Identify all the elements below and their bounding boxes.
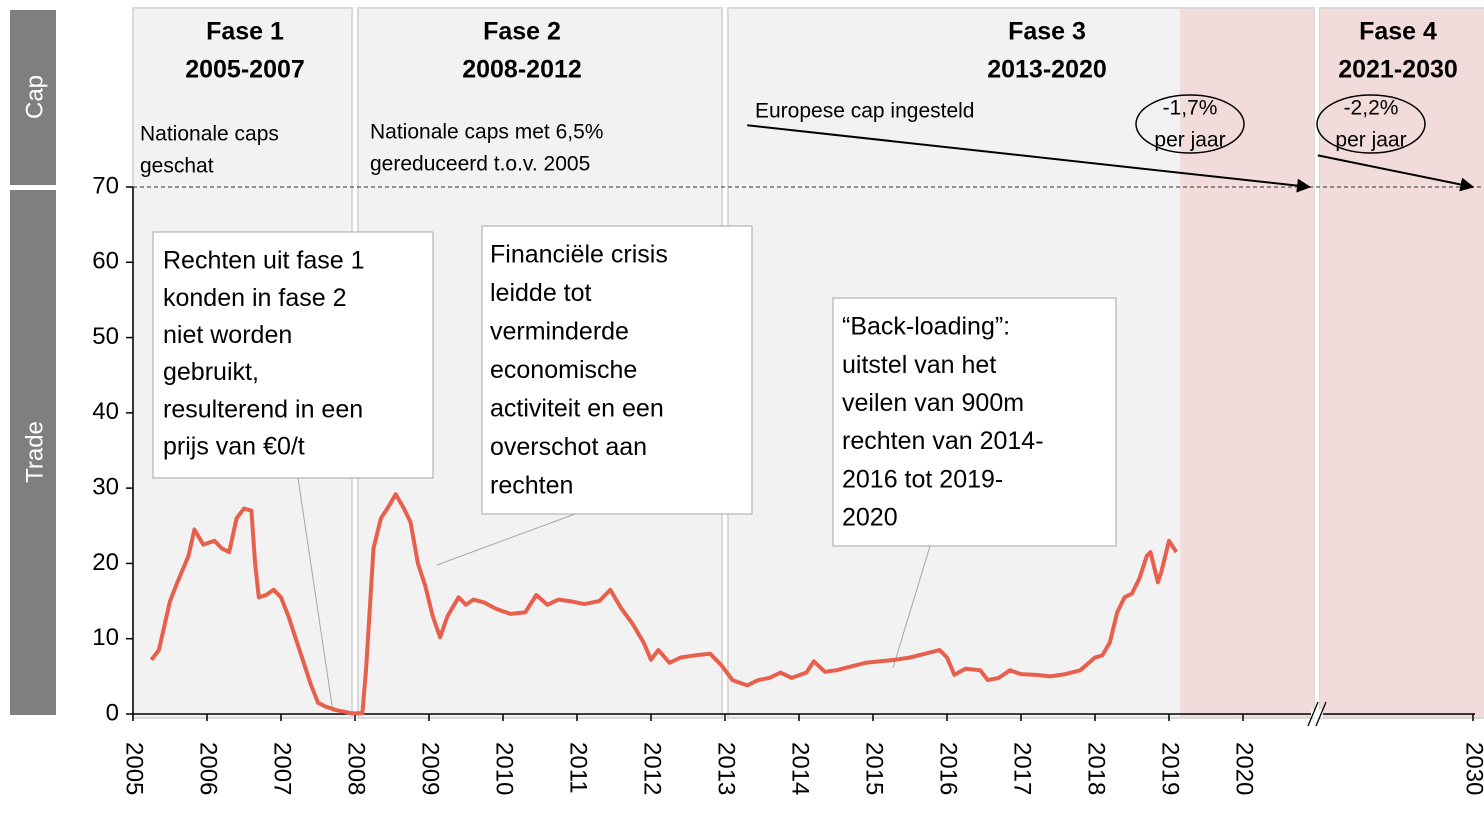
phase-period: 2005-2007 [185,56,305,84]
forecast-shade [1180,9,1314,717]
phase-period: 2013-2020 [987,56,1107,84]
annotation-text: gebruikt, [163,358,259,386]
annotation-text: verminderde [490,318,629,346]
phase-title: Fase 2 [483,18,561,46]
rate-label: -1,7% [1163,97,1218,120]
leader-line [297,477,334,713]
x-tick-label: 2018 [1083,742,1110,795]
annotation-text: uitstel van het [842,351,996,379]
axis-break [1315,701,1327,727]
y-tick-label: 50 [92,323,119,350]
y-tick-label: 60 [92,248,119,275]
x-tick-label: 2008 [343,742,370,795]
annotation-text: economische [490,356,637,384]
annotation-text: activiteit en een [490,395,664,423]
price-line [149,492,1179,716]
phase-note: gereduceerd t.o.v. 2005 [370,153,590,176]
phase-title: Fase 4 [1359,18,1437,46]
phase-note: Nationale caps [140,123,279,146]
annotation-text: veilen van 900m [842,389,1024,417]
cap-side-box [10,10,56,185]
y-tick-label: 40 [92,398,119,425]
side-label: Cap [21,75,48,119]
cap-arrow [747,124,1311,193]
phase-period: 2021-2030 [1338,56,1458,84]
forecast-shade [1320,9,1484,717]
x-tick-label: 2006 [195,742,222,795]
x-tick-label: 2019 [1157,742,1184,795]
annotation-box [481,225,753,515]
x-tick-label: 2014 [787,742,814,795]
annotation-text: rechten [490,472,573,500]
x-tick-label: 2011 [565,742,592,794]
rate-unit: per jaar [1154,129,1225,152]
annotation-box [832,297,1117,547]
x-tick-label: 2017 [1009,742,1036,795]
annotation-text: rechten van 2014- [842,427,1044,455]
rate-ellipse [1135,94,1245,154]
annotation-text: niet worden [163,321,292,349]
axis-break [1307,701,1319,727]
annotation-text: 2016 tot 2019- [842,465,1003,493]
y-tick-label: 10 [92,624,119,651]
y-tick-label: 30 [92,473,119,500]
trade-side-box [10,190,56,715]
rate-ellipse [1316,94,1426,154]
leader-line [892,545,931,669]
x-tick-label: 2015 [861,742,888,795]
annotation-text: Financiële crisis [490,241,668,269]
x-tick-label: 2030 [1461,742,1484,795]
phase-period: 2008-2012 [462,56,582,84]
rate-unit: per jaar [1335,129,1406,152]
x-tick-label: 2016 [935,742,962,795]
x-tick-label: 2020 [1231,742,1258,795]
cap-arrow [1317,154,1475,192]
x-tick-label: 2013 [713,742,740,795]
phase-title: Fase 3 [1008,18,1086,46]
annotation-text: resulterend in een [163,395,363,423]
annotation-text: prijs van €0/t [163,433,305,461]
y-tick-label: 20 [92,549,119,576]
annotation-text: overschot aan [490,433,647,461]
annotation-text: “Back-loading”: [842,313,1010,341]
y-tick-label: 0 [106,699,119,726]
x-tick-label: 2012 [639,742,666,795]
phase-note: Nationale caps met 6,5% [370,121,603,144]
annotation-box [152,231,434,479]
y-tick-label: 70 [92,172,119,199]
annotation-text: konden in fase 2 [163,284,346,312]
leader-line [436,513,576,566]
phase-note: Europese cap ingesteld [755,100,975,123]
x-tick-label: 2005 [121,742,148,795]
x-tick-label: 2007 [269,742,296,795]
x-tick-label: 2009 [417,742,444,795]
rate-label: -2,2% [1344,97,1399,120]
phase-title: Fase 1 [206,18,284,46]
phase-note: geschat [140,155,214,178]
annotation-text: leidde tot [490,279,592,307]
annotation-text: 2020 [842,504,898,532]
x-tick-label: 2010 [491,742,518,795]
annotation-text: Rechten uit fase 1 [163,247,365,275]
side-label: Trade [21,421,48,483]
axis-break-gap [1311,710,1323,718]
